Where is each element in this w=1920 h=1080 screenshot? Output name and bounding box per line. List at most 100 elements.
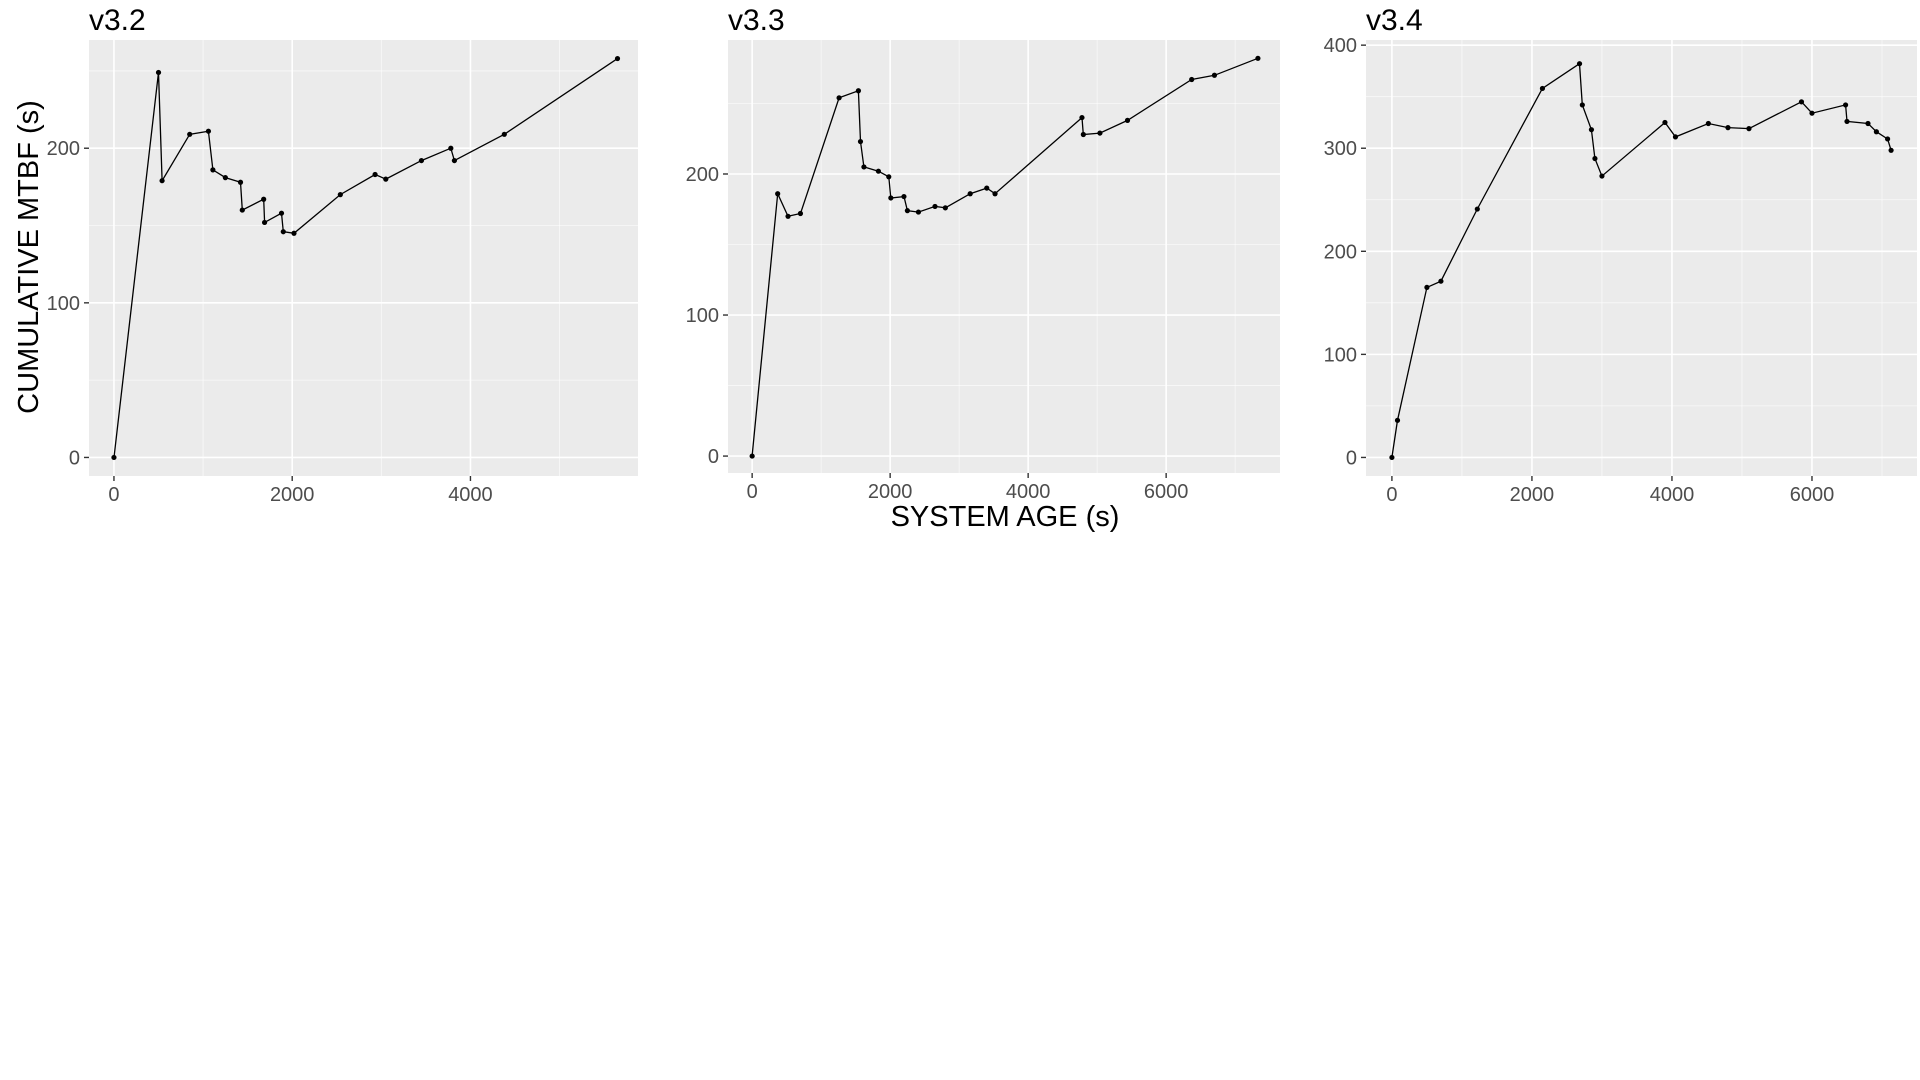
data-point — [775, 191, 781, 197]
data-point — [1097, 130, 1103, 136]
data-point — [1124, 117, 1131, 123]
data-point — [1798, 99, 1805, 105]
x-tick-label: 4000 — [448, 484, 493, 506]
data-point — [278, 210, 285, 216]
data-point — [1579, 102, 1585, 108]
data-point — [797, 210, 804, 217]
y-tick-label: 200 — [47, 138, 80, 160]
x-tick-label: 4000 — [1650, 484, 1695, 506]
x-tick-label: 2000 — [270, 484, 315, 506]
data-point — [159, 178, 165, 184]
data-point — [418, 157, 425, 164]
data-point — [1809, 110, 1815, 116]
data-point — [1844, 118, 1850, 125]
data-point — [904, 208, 911, 214]
data-point — [1592, 155, 1598, 162]
data-point — [875, 168, 882, 174]
data-point — [932, 203, 938, 210]
data-point — [855, 88, 862, 94]
x-tick-label: 0 — [747, 481, 758, 503]
data-point — [1746, 126, 1752, 132]
data-point — [205, 128, 212, 134]
data-point — [1211, 72, 1218, 78]
y-tick-label: 100 — [47, 293, 80, 315]
data-point — [237, 179, 244, 185]
data-point — [337, 192, 343, 198]
data-point — [1884, 136, 1891, 142]
data-point — [210, 167, 216, 173]
data-point — [280, 229, 286, 235]
data-point — [1588, 127, 1595, 133]
data-point — [1725, 125, 1731, 131]
x-tick-label: 2000 — [868, 481, 913, 503]
data-point — [261, 219, 268, 226]
data-point — [901, 193, 907, 200]
data-point — [785, 213, 791, 219]
panel-background-v3-4 — [1366, 40, 1917, 476]
data-point — [1865, 120, 1871, 127]
y-tick-label: 0 — [1346, 447, 1357, 469]
data-point — [749, 453, 755, 459]
panel-title-v3-3: v3.3 — [728, 4, 785, 37]
data-point — [187, 131, 193, 137]
data-point — [915, 209, 922, 215]
y-tick-label: 0 — [708, 446, 719, 468]
data-point — [383, 176, 389, 182]
data-point — [1662, 119, 1668, 126]
data-point — [1080, 131, 1086, 138]
data-point — [888, 195, 894, 201]
x-tick-label: 0 — [108, 484, 119, 506]
data-point — [155, 69, 162, 76]
data-point — [1394, 417, 1401, 423]
panel-background-v3-3 — [728, 40, 1280, 473]
y-tick-label: 100 — [686, 305, 719, 327]
y-tick-label: 200 — [686, 164, 719, 186]
data-point — [1576, 61, 1583, 67]
panel-background-v3-2 — [89, 40, 638, 476]
data-point — [861, 164, 867, 170]
data-point — [239, 207, 245, 213]
panel-v3-2: 0 2000 4000 0 100 200 v3.2 — [47, 4, 638, 506]
data-point — [1873, 129, 1879, 135]
data-point — [451, 157, 458, 164]
data-point — [614, 55, 621, 62]
data-point — [261, 196, 267, 202]
data-point — [857, 138, 864, 145]
data-point — [992, 191, 998, 197]
y-tick-label: 0 — [69, 447, 80, 469]
y-tick-label: 100 — [1324, 344, 1357, 366]
data-point — [1424, 284, 1430, 290]
series-line-v3-2 — [113, 58, 618, 458]
y-tick-label: 300 — [1324, 138, 1357, 160]
data-point — [942, 205, 948, 211]
x-tick-label: 0 — [1386, 484, 1397, 506]
data-point — [1474, 206, 1480, 212]
data-point — [984, 185, 990, 191]
data-point — [1389, 454, 1395, 461]
data-point — [1189, 76, 1195, 83]
data-point — [1888, 147, 1894, 153]
data-point — [1842, 102, 1849, 108]
y-tick-label: 200 — [1324, 241, 1357, 263]
data-point — [1539, 85, 1546, 92]
panel-v3-4: 0 2000 4000 6000 0 100 200 300 400 v3.4 — [1324, 4, 1917, 506]
series-line-v3-4 — [1391, 62, 1892, 458]
data-point — [291, 230, 297, 236]
series-line-v3-3 — [751, 57, 1259, 457]
data-point — [448, 145, 454, 151]
x-tick-label: 6000 — [1144, 481, 1189, 503]
y-tick-label: 400 — [1324, 35, 1357, 57]
panel-title-v3-4: v3.4 — [1366, 4, 1423, 37]
x-tick-label: 4000 — [1006, 481, 1051, 503]
data-point — [111, 454, 117, 461]
x-tick-label: 6000 — [1790, 484, 1835, 506]
data-point — [886, 174, 892, 180]
x-axis-title: SYSTEM AGE (s) — [891, 501, 1120, 533]
data-point — [1438, 278, 1444, 284]
data-point — [1599, 173, 1605, 179]
data-point — [372, 171, 378, 178]
y-axis-title: CUMULATIVE MTBF (s) — [13, 100, 45, 414]
data-point — [967, 191, 973, 197]
panel-v3-3: 0 2000 4000 6000 0 100 200 v3.3 — [686, 4, 1280, 503]
